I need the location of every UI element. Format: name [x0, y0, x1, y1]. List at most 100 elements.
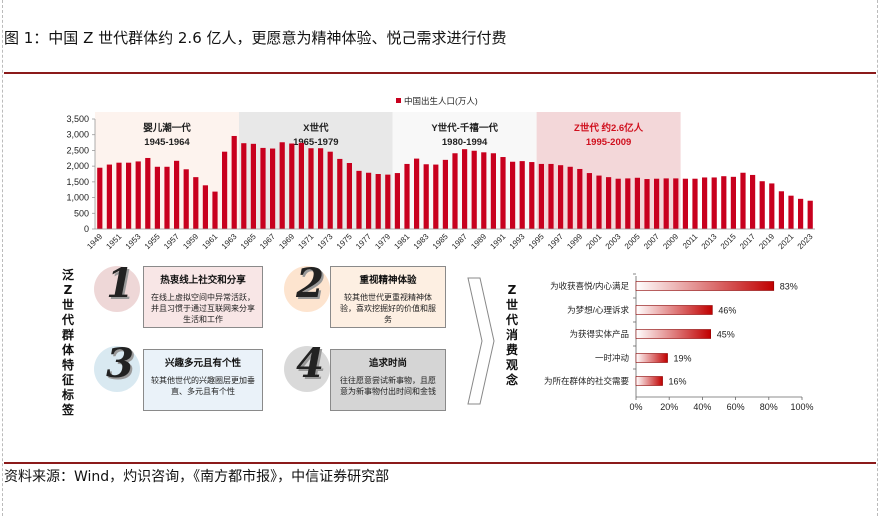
bar-1961	[212, 191, 218, 229]
trait-circle	[284, 346, 330, 392]
bar-1994	[529, 162, 535, 229]
bar-2015	[730, 176, 736, 229]
bar-2002	[606, 177, 612, 229]
bar-1968	[279, 142, 285, 229]
motive-bar	[635, 281, 775, 291]
y-tick-label: 1,000	[66, 193, 89, 203]
bar-1954	[145, 157, 151, 229]
bar-1971	[308, 148, 314, 229]
y-tick-label: 0	[84, 224, 89, 234]
trait-card: 追求时尚往往愿意尝试新事物，且愿意为新事物付出时间和金钱	[330, 349, 446, 411]
bar-1979	[385, 174, 391, 229]
category-label: 为所在群体的社交需要	[544, 376, 630, 386]
source-rule	[4, 462, 876, 464]
y-tick-label: 3,000	[66, 130, 89, 140]
bar-2001	[596, 175, 602, 229]
bar-1988	[471, 150, 477, 229]
bar-1977	[366, 172, 372, 229]
bar-2019	[769, 183, 775, 229]
bar-1986	[452, 153, 458, 229]
bar-1984	[433, 164, 439, 229]
trait-heading: 追求时尚	[368, 358, 407, 369]
bar-2006	[644, 179, 650, 229]
bar-2003	[615, 178, 621, 229]
bar-2016	[740, 172, 746, 229]
bar-1973	[327, 151, 333, 229]
x-tick-label: 40%	[693, 402, 711, 412]
trait-number: 4	[296, 340, 324, 387]
right-border	[877, 0, 878, 516]
bar-1949	[97, 167, 103, 229]
bar-1990	[490, 153, 496, 229]
bar-2018	[759, 181, 765, 229]
figure-title: 图 1：中国 Z 世代群体约 2.6 亿人，更愿意为精神体验、悦己需求进行付费	[4, 29, 507, 47]
band-label: Z世代 约2.6亿人	[574, 122, 644, 134]
x-tick-label: 80%	[760, 402, 778, 412]
category-label: 为收获喜悦/内心满足	[550, 281, 629, 291]
bar-2014	[721, 176, 727, 229]
category-label: 一时冲动	[595, 353, 630, 363]
y-tick-label: 3,500	[66, 114, 89, 124]
bar-1952	[126, 162, 132, 229]
value-label: 46%	[718, 306, 736, 316]
bar-1997	[558, 165, 564, 229]
traits-side-label: 泛Z世代群体特征标签	[61, 268, 74, 417]
bar-1957	[174, 160, 180, 229]
bar-1978	[375, 174, 381, 229]
band-range: 1995-2009	[586, 137, 631, 148]
bar-1967	[270, 148, 276, 229]
bar-2011	[692, 178, 698, 229]
trait-number: 3	[106, 340, 134, 387]
motive-bar	[635, 305, 713, 315]
bar-1980	[394, 173, 400, 229]
x-tick-label: 100%	[790, 402, 813, 412]
bar-1989	[481, 152, 487, 229]
x-tick-label: 0%	[629, 402, 642, 412]
trait-body: 往往愿意尝试新事物，且愿意为新事物付出时间和金钱	[340, 376, 436, 396]
legend-label: 中国出生人口(万人)	[404, 96, 478, 106]
bar-2020	[778, 191, 784, 229]
consumption-side-label: Z世代消费观念	[505, 283, 518, 387]
band-label: Y世代-千禧一代	[431, 122, 498, 134]
bar-1964	[241, 143, 247, 229]
bar-1974	[337, 158, 343, 229]
birth-population-chart: 婴儿潮一代 1945-1964 X世代 1965-1979 Y世代-千禧一代 1980-1…	[66, 96, 815, 251]
bar-2013	[711, 177, 717, 229]
title-rule	[4, 72, 876, 74]
bar-2017	[750, 174, 756, 229]
band-label: X世代	[303, 122, 329, 134]
trait-body: 较其他世代的兴趣圈层更加垂直、多元且有个性	[151, 376, 255, 396]
bar-1962	[222, 151, 228, 229]
bar-1963	[231, 135, 237, 229]
value-label: 19%	[674, 354, 692, 364]
bar-1999	[577, 168, 583, 229]
trait-number: 2	[296, 260, 324, 307]
value-label: 16%	[669, 377, 687, 387]
motive-bar	[635, 376, 663, 386]
bar-1993	[519, 161, 525, 229]
y-tick-label: 2,000	[66, 161, 89, 171]
bar-1953	[135, 161, 141, 229]
bar-2007	[654, 178, 660, 229]
bar-1998	[567, 166, 573, 229]
bar-1956	[164, 166, 170, 229]
trait-card: 热衷线上社交和分享 在线上虚拟空间中异常活跃，并且习惯于通过互联网来分享生活和工作	[143, 266, 263, 328]
bar-1966	[260, 147, 266, 229]
x-tick-label: 60%	[727, 402, 745, 412]
value-label: 45%	[717, 330, 735, 340]
band-label: 婴儿潮一代	[143, 122, 191, 134]
x-tick-label: 20%	[660, 402, 678, 412]
bar-1981	[404, 163, 410, 229]
bar-2022	[798, 198, 804, 229]
consumption-motive-chart: 为收获喜悦/内心满足 83% 为梦想/心理诉求 46% 为获得实体产品 45% 一时冲动 19…	[544, 273, 814, 412]
motive-bar	[635, 329, 711, 339]
trait-heading: 兴趣多元且有个性	[164, 358, 241, 369]
bar-2021	[788, 195, 794, 229]
trait-body: 较其他世代更重视精神体验，喜欢挖掘好的价值和服务	[340, 293, 436, 324]
bar-1983	[423, 164, 429, 229]
y-tick-label: 500	[74, 208, 89, 218]
bar-1960	[202, 185, 208, 229]
bar-1996	[548, 163, 554, 229]
band-range: 1980-1994	[442, 137, 488, 148]
bar-1995	[538, 163, 544, 229]
